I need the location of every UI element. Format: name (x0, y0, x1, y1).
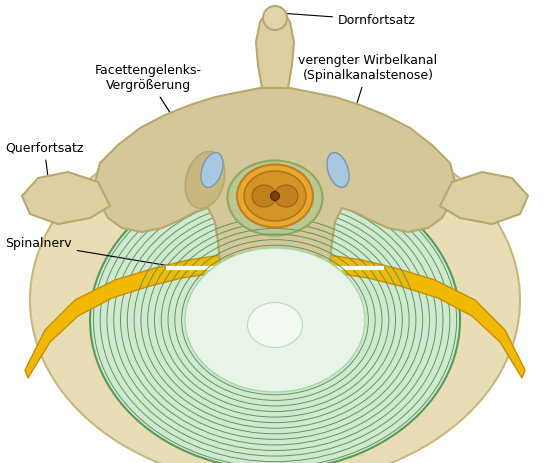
Ellipse shape (228, 161, 322, 236)
Polygon shape (25, 254, 228, 378)
Ellipse shape (263, 6, 287, 30)
Ellipse shape (30, 115, 520, 463)
Ellipse shape (244, 171, 306, 221)
Ellipse shape (185, 248, 365, 392)
Polygon shape (256, 7, 294, 88)
Polygon shape (22, 172, 110, 224)
Ellipse shape (327, 153, 349, 188)
Polygon shape (440, 172, 528, 224)
Ellipse shape (185, 151, 225, 208)
Text: Bandscheiben-
vorwölbung: Bandscheiben- vorwölbung (229, 284, 321, 374)
Ellipse shape (226, 256, 248, 269)
Text: Dornfortsatz: Dornfortsatz (282, 13, 416, 26)
Ellipse shape (201, 153, 223, 188)
Ellipse shape (274, 185, 298, 207)
Ellipse shape (90, 170, 460, 463)
Ellipse shape (302, 256, 324, 269)
Ellipse shape (248, 302, 302, 348)
Text: Querfortsatz: Querfortsatz (5, 142, 84, 189)
Text: verengter Wirbelkanal
(Spinalkanalstenose): verengter Wirbelkanal (Spinalkanalstenos… (299, 54, 438, 167)
Text: Rückenmark: Rückenmark (306, 201, 458, 214)
Ellipse shape (271, 192, 279, 200)
Polygon shape (322, 254, 525, 378)
Text: Facettengelenks-
Vergrößerung: Facettengelenks- Vergrößerung (95, 64, 216, 184)
Ellipse shape (252, 185, 276, 207)
Polygon shape (95, 88, 455, 267)
Ellipse shape (237, 164, 313, 227)
Text: Spinalnerv: Spinalnerv (5, 238, 179, 268)
